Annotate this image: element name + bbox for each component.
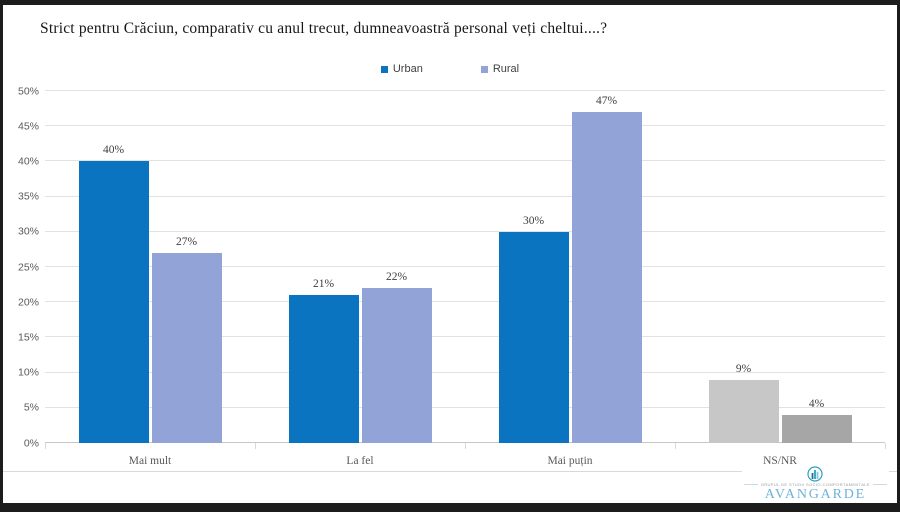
y-axis-tick-label: 35% [17, 190, 39, 203]
bar-value-label: 22% [385, 271, 408, 284]
urban-bar: 21% [288, 278, 359, 443]
chart-legend: Urban Rural [3, 63, 897, 75]
bar-value-label: 30% [522, 214, 545, 227]
y-axis-tick-label: 50% [17, 84, 39, 97]
x-axis-category-label: Mai mult [128, 455, 172, 467]
gridline [45, 266, 885, 267]
y-axis-tick-label: 30% [17, 225, 39, 238]
y-axis-tick-label: 40% [17, 155, 39, 168]
bar-value-label: 21% [312, 278, 335, 291]
logo-tagline: GRUPUL DE STUDII SOCIO-COMPORTAMENTALE [744, 482, 887, 487]
gridline [45, 336, 885, 338]
bar-group: 21% 22% La fel [255, 91, 465, 467]
bar-value-label: 9% [735, 362, 752, 375]
bar-group: 30% 47% Mai puțin [465, 91, 675, 467]
category-tick-mark [45, 443, 46, 449]
bar-value-label: 27% [175, 235, 198, 248]
rural-bar: 22% [361, 271, 432, 443]
y-axis-tick-label: 45% [17, 119, 39, 132]
category-tick-mark [675, 443, 676, 449]
urban-bar: 30% [498, 215, 569, 443]
gridline [45, 371, 885, 373]
y-axis-tick-label: 5% [23, 401, 39, 414]
chart-slide: Strict pentru Crăciun, comparativ cu anu… [3, 5, 897, 503]
gridline [45, 125, 885, 127]
footer-divider [3, 471, 897, 472]
category-tick-mark [465, 443, 466, 449]
avangarde-logo: GRUPUL DE STUDII SOCIO-COMPORTAMENTALE A… [741, 465, 889, 502]
bar-group: 40% 27% Mai mult [45, 91, 255, 467]
y-axis-tick-label: 10% [17, 366, 39, 379]
urban-bar: 40% [78, 144, 149, 443]
avangarde-bar-chart-icon [807, 466, 823, 482]
x-axis-category-label: Mai puțin [547, 455, 593, 467]
chart-title: Strict pentru Crăciun, comparativ cu anu… [40, 20, 608, 37]
gridline [45, 301, 885, 303]
urban-legend-swatch-icon [380, 65, 388, 73]
gridline [45, 195, 885, 197]
legend-label-urban: Urban [392, 63, 423, 75]
logo-name: AVANGARDE [764, 486, 866, 502]
y-axis-tick-label: 20% [17, 295, 39, 308]
urban-bar: 9% [708, 363, 779, 443]
plot-area: 0% 5% 10% 15% 20% 25% 30% 35% 40% 45% 50% 40% 27% Mai… [18, 86, 886, 467]
rural-legend-swatch-icon [480, 65, 488, 73]
bar-value-label: 40% [102, 144, 125, 157]
x-axis-category-label: La fel [346, 455, 374, 467]
legend-item-urban: Urban [380, 63, 423, 75]
bar-value-label: 47% [595, 95, 618, 108]
rural-bar: 27% [151, 236, 222, 443]
category-tick-mark [885, 443, 886, 449]
bar-group: 9% 4% NS/NR [675, 91, 885, 467]
y-axis-tick-label: 0% [23, 436, 39, 449]
gridline [45, 160, 885, 162]
gridline [45, 90, 885, 91]
rural-bar: 4% [781, 398, 852, 443]
gridline [45, 230, 885, 232]
y-axis-tick-label: 25% [17, 260, 39, 273]
category-tick-mark [255, 443, 256, 449]
y-axis-tick-label: 15% [17, 331, 39, 344]
rural-bar: 47% [571, 95, 642, 443]
legend-label-rural: Rural [492, 63, 520, 75]
x-axis-line [45, 442, 885, 443]
bar-value-label: 4% [808, 397, 825, 410]
legend-item-rural: Rural [480, 63, 520, 75]
gridline [45, 406, 885, 408]
x-axis-category-label: NS/NR [763, 455, 797, 467]
